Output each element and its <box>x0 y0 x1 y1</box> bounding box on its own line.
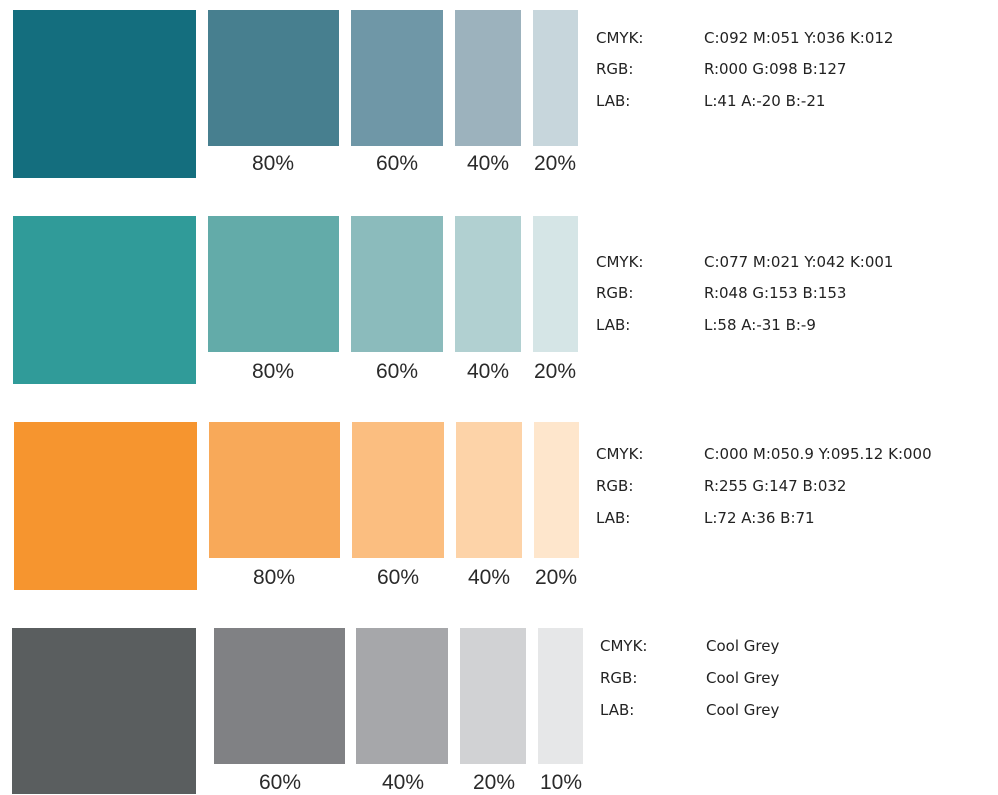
palette-2-tint-3-swatch <box>455 216 521 352</box>
palette-4-tint-2-label: 40% <box>381 771 425 794</box>
palette-2-lab-value: L:58 A:-31 B:-9 <box>704 316 816 334</box>
palette-3-tint-2-label: 60% <box>376 566 420 589</box>
palette-3-tint-1-label: 80% <box>252 566 296 589</box>
palette-4-cmyk-label: CMYK: <box>600 637 648 655</box>
palette-3-lab-value: L:72 A:36 B:71 <box>704 509 815 527</box>
palette-1-cmyk-value: C:092 M:051 Y:036 K:012 <box>704 29 894 47</box>
palette-3-tint-4-swatch <box>534 422 579 558</box>
palette-4-lab-label: LAB: <box>600 701 635 719</box>
palette-1-tint-2-swatch <box>351 10 443 146</box>
palette-3-tint-3-swatch <box>456 422 522 558</box>
palette-4-lab-value: Cool Grey <box>706 701 780 719</box>
palette-2-rgb-label: RGB: <box>596 284 634 302</box>
palette-3-tint-2-swatch <box>352 422 444 558</box>
palette-2-tint-4-label: 20% <box>533 360 577 383</box>
palette-1-rgb-label: RGB: <box>596 60 634 78</box>
palette-3-lab-label: LAB: <box>596 509 631 527</box>
palette-2-tint-2-swatch <box>351 216 443 352</box>
palette-2-tint-1-label: 80% <box>251 360 295 383</box>
palette-4-tint-3-swatch <box>460 628 526 764</box>
palette-3-base-swatch <box>14 422 197 590</box>
palette-2-lab-label: LAB: <box>596 316 631 334</box>
palette-1-cmyk-label: CMYK: <box>596 29 644 47</box>
palette-1-base-swatch <box>13 10 196 178</box>
palette-4-tint-4-label: 10% <box>539 771 583 794</box>
palette-3-tint-4-label: 20% <box>534 566 578 589</box>
palette-2-cmyk-value: C:077 M:021 Y:042 K:001 <box>704 253 894 271</box>
palette-4-cmyk-value: Cool Grey <box>706 637 780 655</box>
palette-4-tint-1-label: 60% <box>258 771 302 794</box>
palette-1-tint-3-swatch <box>455 10 521 146</box>
palette-2-tint-1-swatch <box>208 216 339 352</box>
palette-3-tint-3-label: 40% <box>467 566 511 589</box>
palette-3-cmyk-label: CMYK: <box>596 445 644 463</box>
palette-4-base-swatch <box>12 628 196 794</box>
palette-3-tint-1-swatch <box>209 422 340 558</box>
palette-4-tint-4-swatch <box>538 628 583 764</box>
palette-1-tint-1-swatch <box>208 10 339 146</box>
palette-1-tint-3-label: 40% <box>466 152 510 175</box>
palette-1-lab-label: LAB: <box>596 92 631 110</box>
palette-2-tint-3-label: 40% <box>466 360 510 383</box>
palette-3-rgb-label: RGB: <box>596 477 634 495</box>
palette-1-tint-2-label: 60% <box>375 152 419 175</box>
palette-1-rgb-value: R:000 G:098 B:127 <box>704 60 847 78</box>
palette-2-tint-2-label: 60% <box>375 360 419 383</box>
palette-1-lab-value: L:41 A:-20 B:-21 <box>704 92 826 110</box>
palette-2-rgb-value: R:048 G:153 B:153 <box>704 284 847 302</box>
palette-3-cmyk-value: C:000 M:050.9 Y:095.12 K:000 <box>704 445 932 463</box>
palette-2-cmyk-label: CMYK: <box>596 253 644 271</box>
palette-4-tint-2-swatch <box>356 628 448 764</box>
palette-3-rgb-value: R:255 G:147 B:032 <box>704 477 847 495</box>
palette-1-tint-4-swatch <box>533 10 578 146</box>
palette-4-rgb-label: RGB: <box>600 669 638 687</box>
palette-4-rgb-value: Cool Grey <box>706 669 780 687</box>
palette-4-tint-1-swatch <box>214 628 345 764</box>
palette-4-tint-3-label: 20% <box>472 771 516 794</box>
palette-1-tint-4-label: 20% <box>533 152 577 175</box>
palette-2-tint-4-swatch <box>533 216 578 352</box>
palette-1-tint-1-label: 80% <box>251 152 295 175</box>
palette-2-base-swatch <box>13 216 196 384</box>
